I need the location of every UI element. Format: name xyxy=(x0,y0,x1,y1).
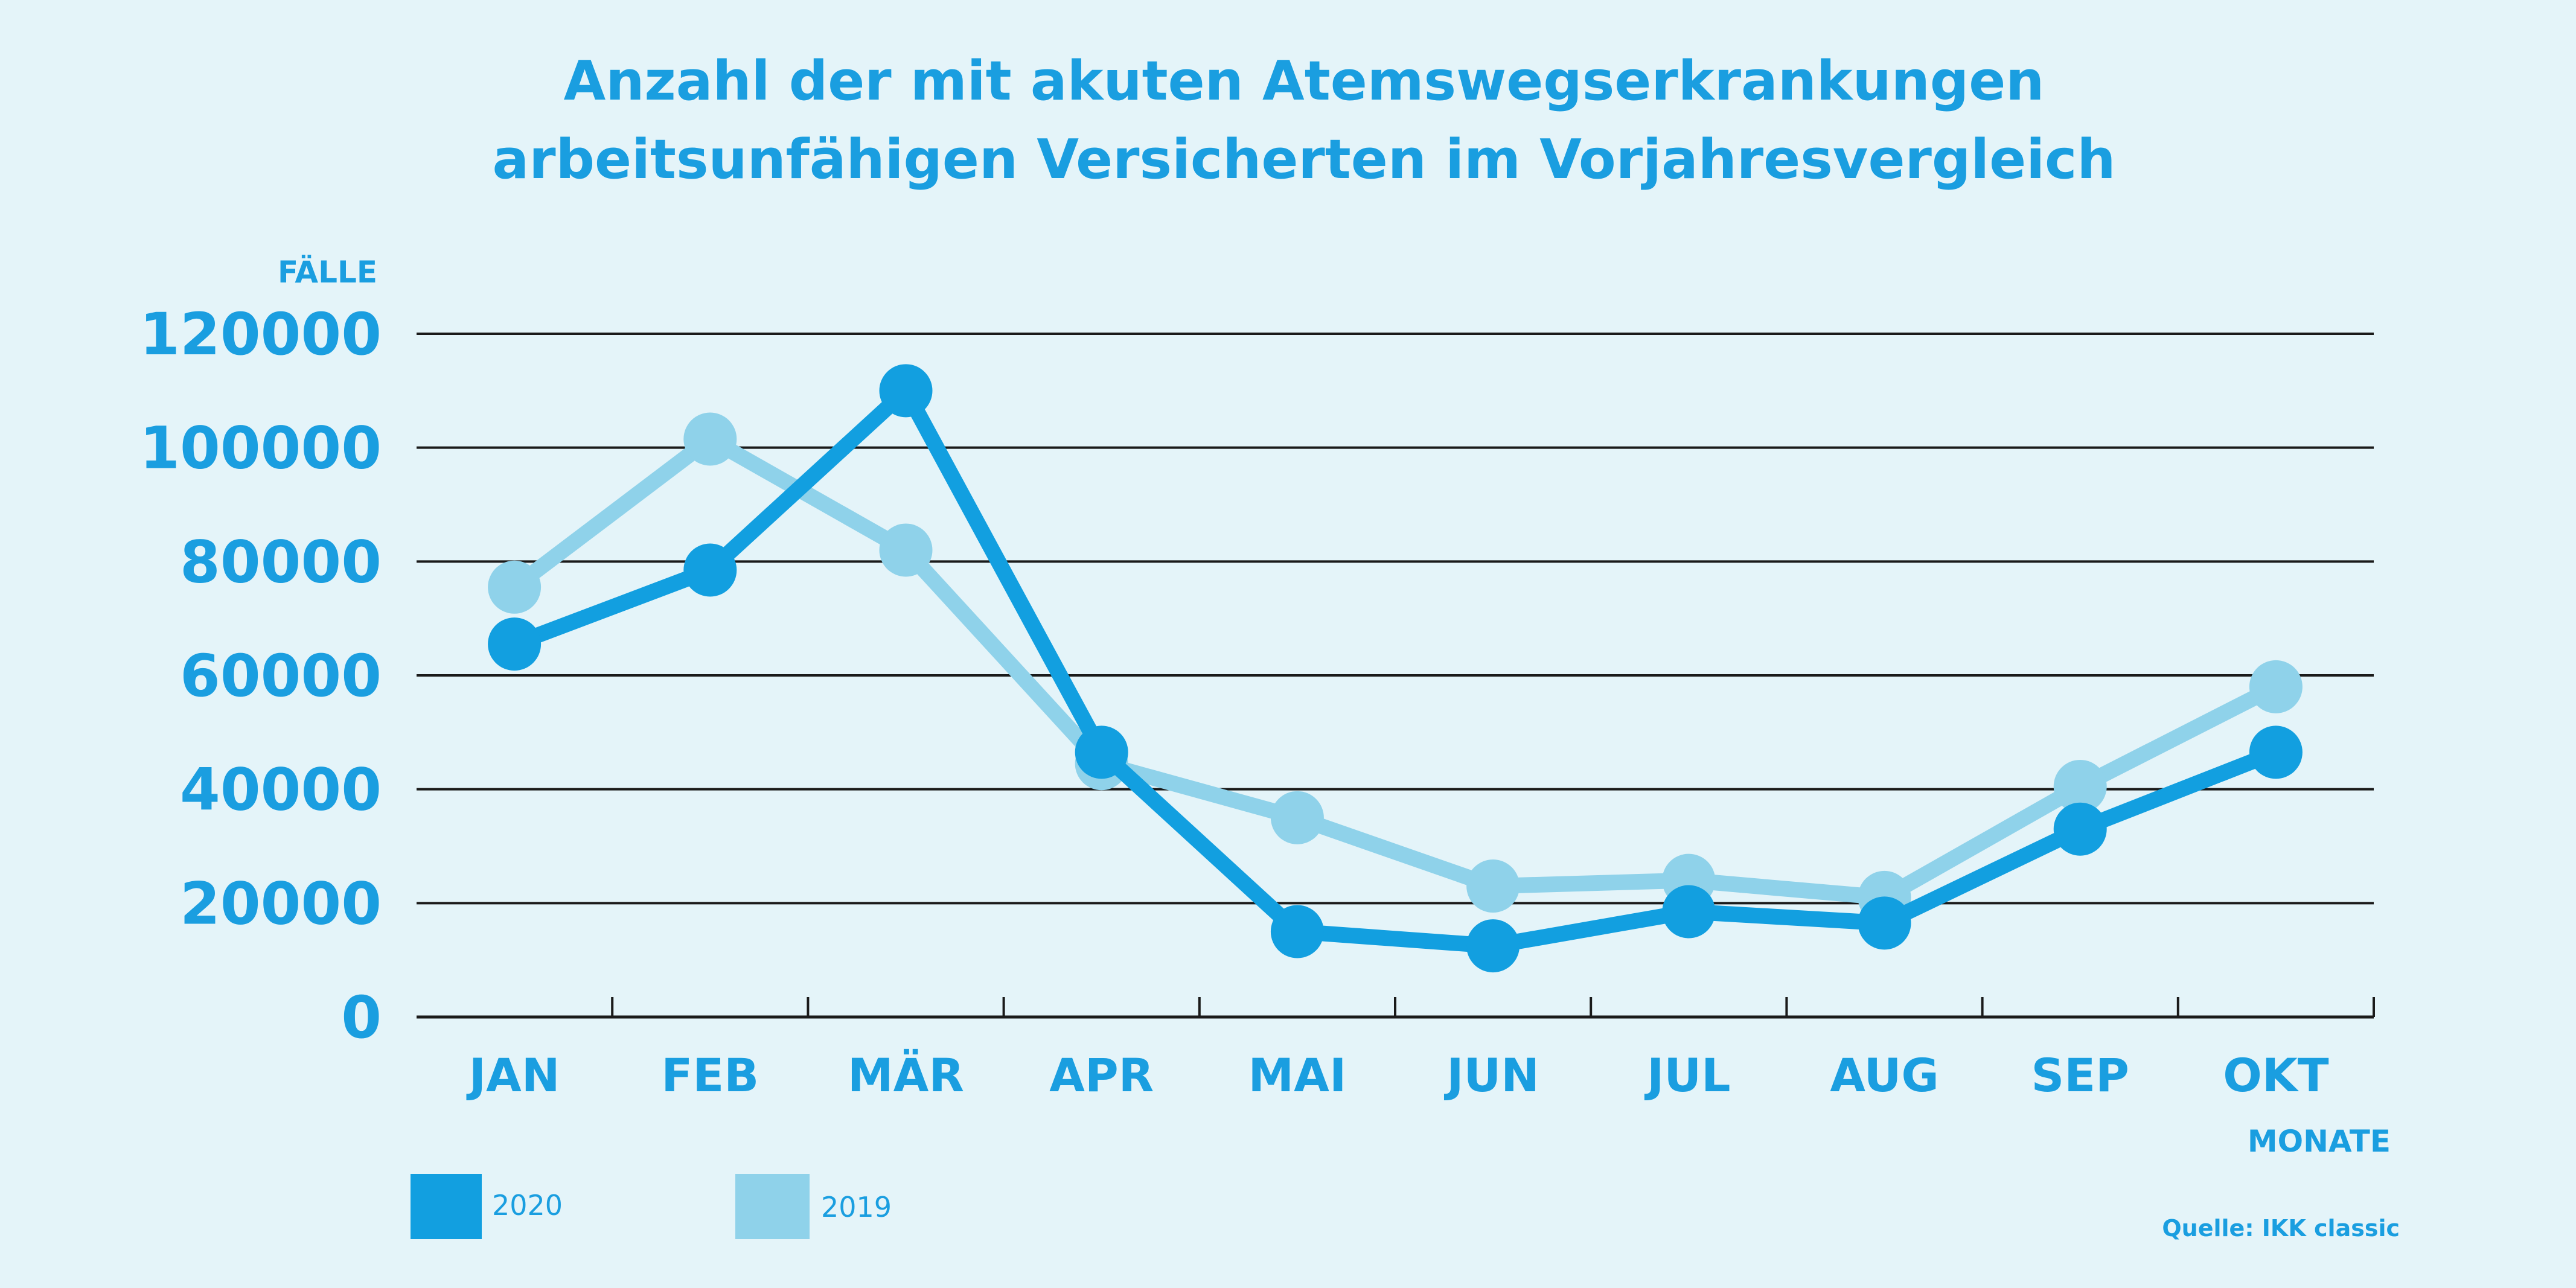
x-tick-label-jan: JAN xyxy=(466,1048,560,1102)
data-point-2020-jun xyxy=(1466,919,1520,973)
series-2019 xyxy=(488,412,2303,924)
data-point-2019-mai xyxy=(1270,791,1324,844)
series-2020 xyxy=(488,364,2303,973)
y-tick-label-60000: 60000 xyxy=(180,642,382,710)
legend-swatch-2020 xyxy=(411,1174,482,1239)
chart-title-line-2: arbeitsunfähigen Versicherten im Vorjahr… xyxy=(493,128,2116,191)
data-point-2020-feb xyxy=(683,543,737,597)
data-point-2020-mär xyxy=(879,364,933,418)
x-axis-tick-labels: JAN FEB MÄR APR MAI JUN JUL AUG SEP OKT xyxy=(466,1048,2329,1102)
legend-swatch-2019 xyxy=(735,1174,810,1239)
y-tick-label-120000: 120000 xyxy=(139,301,382,368)
x-tick-label-jul: JUL xyxy=(1644,1048,1730,1102)
x-tick-label-sep: SEP xyxy=(2031,1048,2129,1102)
series-line-2020 xyxy=(507,383,2284,954)
y-tick-label-20000: 20000 xyxy=(180,870,382,937)
data-point-2020-okt xyxy=(2249,725,2303,779)
data-point-2019-jan xyxy=(488,560,542,614)
x-tick-label-mai: MAI xyxy=(1248,1048,1347,1102)
data-point-2019-jun xyxy=(1466,859,1520,913)
y-tick-label-0: 0 xyxy=(341,984,382,1051)
x-tick-label-mär: MÄR xyxy=(848,1048,964,1102)
data-point-2020-aug xyxy=(1858,896,1911,950)
x-tick-label-jun: JUN xyxy=(1443,1048,1539,1102)
data-point-2019-mär xyxy=(879,523,933,577)
data-point-2020-sep xyxy=(2053,802,2107,856)
x-axis-label: MONATE xyxy=(2248,1124,2391,1159)
x-tick-label-aug: AUG xyxy=(1830,1048,1939,1102)
grid-lines xyxy=(417,333,2374,905)
y-axis-ticks: 0 20000 40000 60000 80000 100000 120000 xyxy=(139,301,382,1051)
x-axis xyxy=(417,997,2375,1019)
data-point-2020-apr xyxy=(1075,725,1128,779)
legend-label-2020: 2020 xyxy=(492,1189,563,1222)
chart-title: Anzahl der mit akuten Atemswegserkrankun… xyxy=(493,49,2116,191)
chart-title-line-1: Anzahl der mit akuten Atemswegserkrankun… xyxy=(564,49,2045,113)
source-note: Quelle: IKK classic xyxy=(2162,1215,2400,1242)
legend: 2020 2019 xyxy=(411,1174,892,1239)
chart-series xyxy=(488,364,2303,973)
x-tick-label-okt: OKT xyxy=(2223,1048,2329,1102)
data-point-2020-jul xyxy=(1662,885,1716,939)
x-tick-label-apr: APR xyxy=(1049,1048,1154,1102)
data-point-2019-sep xyxy=(2053,759,2107,813)
data-point-2020-mai xyxy=(1270,905,1324,958)
data-point-2019-feb xyxy=(683,412,737,466)
data-point-2019-okt xyxy=(2249,660,2303,713)
y-axis-label: FÄLLE xyxy=(278,255,377,290)
y-tick-label-100000: 100000 xyxy=(139,415,382,482)
x-tick-label-feb: FEB xyxy=(661,1048,759,1102)
y-tick-label-40000: 40000 xyxy=(180,756,382,824)
data-point-2020-jan xyxy=(488,617,542,671)
y-tick-label-80000: 80000 xyxy=(180,528,382,596)
series-line-2019 xyxy=(507,431,2284,905)
legend-label-2019: 2019 xyxy=(821,1191,892,1223)
